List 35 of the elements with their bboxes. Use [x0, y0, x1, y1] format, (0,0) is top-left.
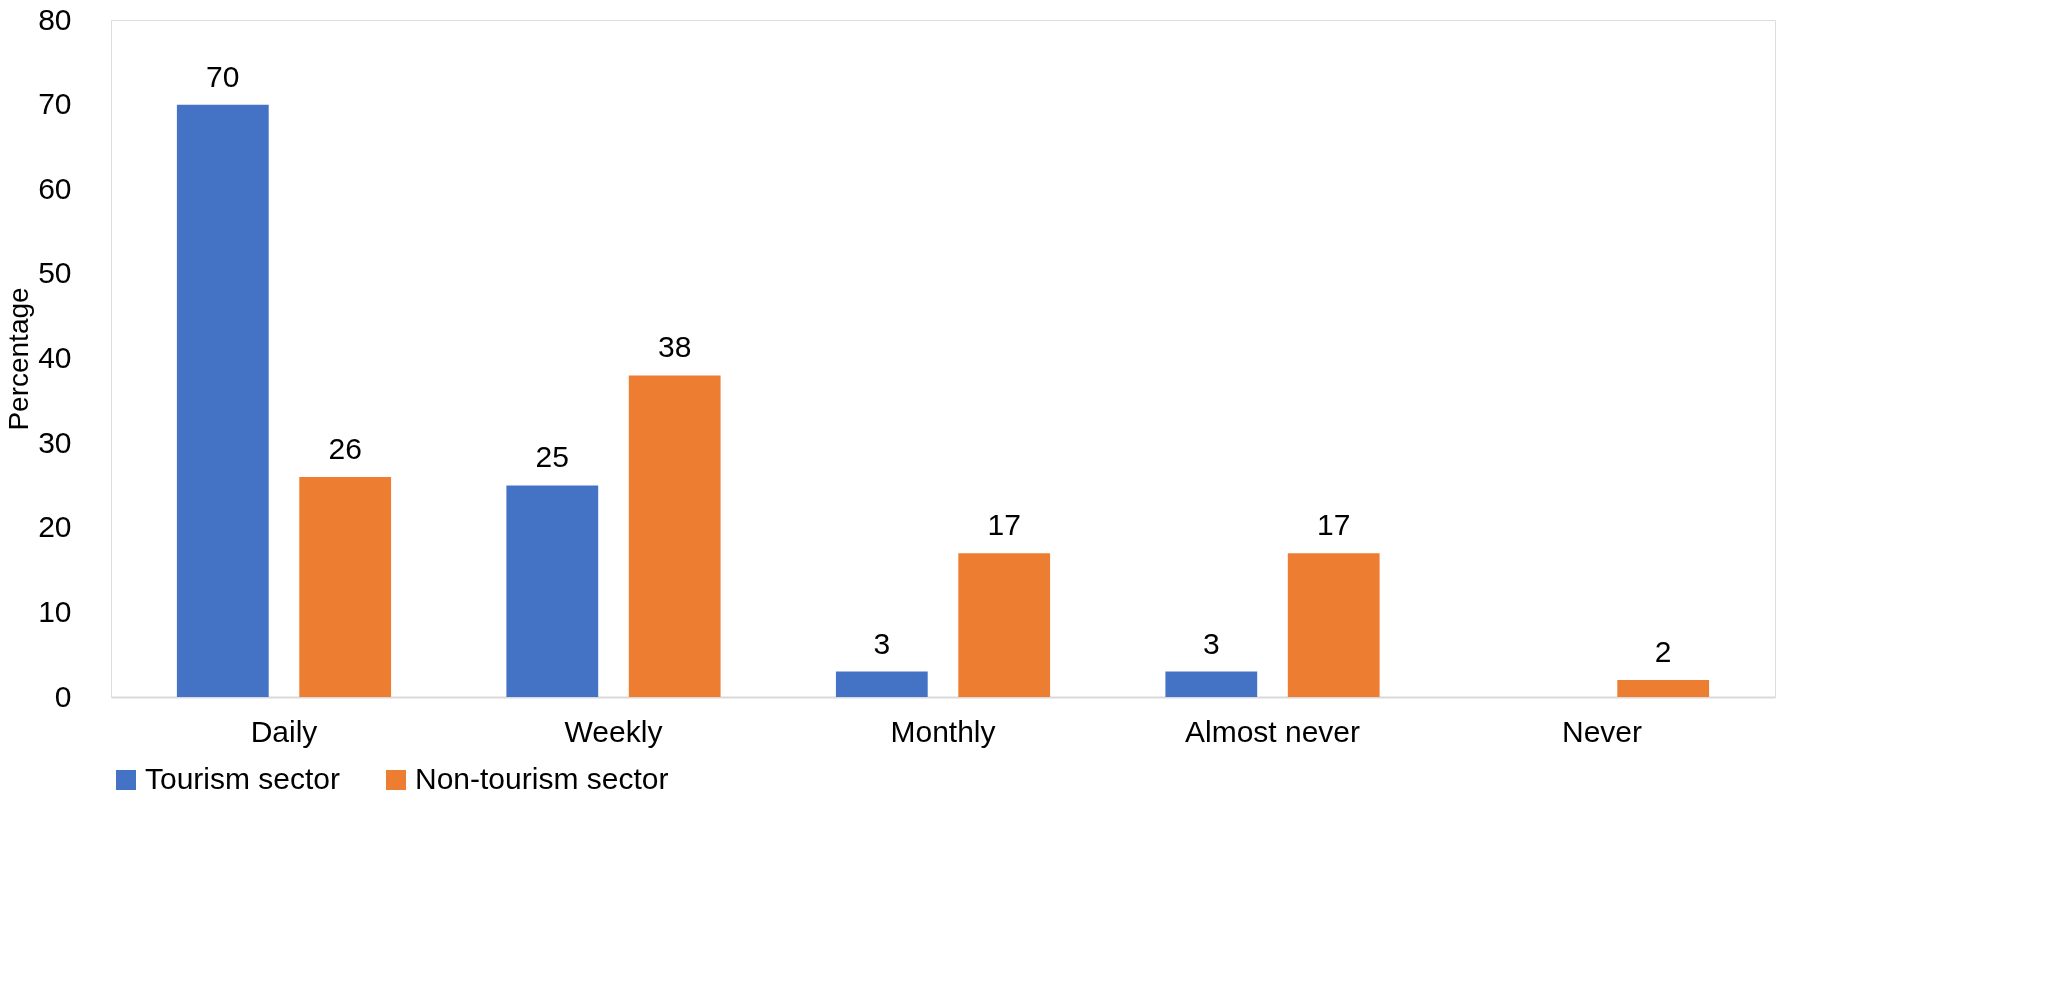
y-tick-label: 40 — [38, 341, 72, 374]
y-tick-label: 70 — [38, 87, 72, 121]
x-tick-label: Daily — [250, 714, 318, 748]
bar — [628, 375, 721, 697]
data-label: 3 — [1202, 626, 1220, 660]
x-tick-label: Weekly — [564, 714, 663, 748]
data-label: 2 — [1654, 635, 1672, 669]
data-label: 26 — [328, 431, 362, 465]
y-axis-title: Percentage — [3, 287, 35, 431]
y-tick-label: 20 — [38, 510, 72, 544]
bar — [176, 104, 269, 697]
data-label: 3 — [873, 626, 891, 660]
y-tick-label: 0 — [54, 679, 72, 713]
data-label: 38 — [658, 330, 692, 364]
x-tick-label: Almost never — [1184, 714, 1361, 748]
legend-label: Non-tourism sector — [415, 762, 669, 795]
data-label: 17 — [987, 508, 1021, 542]
data-label: 25 — [535, 440, 569, 474]
bar — [506, 485, 599, 697]
bar — [1165, 671, 1258, 697]
bar — [835, 671, 928, 697]
bar — [299, 476, 392, 697]
bar — [958, 553, 1051, 697]
bar — [1287, 553, 1380, 697]
y-tick-label: 10 — [38, 594, 72, 628]
data-label: 70 — [206, 59, 240, 93]
y-tick-label: 60 — [38, 171, 72, 205]
x-tick-label: Monthly — [890, 714, 996, 748]
y-tick-label: 30 — [38, 425, 72, 459]
y-tick-label: 50 — [38, 256, 72, 290]
legend-label: Tourism sector — [145, 762, 341, 795]
bar — [1617, 680, 1710, 697]
x-tick-label: Never — [1561, 714, 1643, 748]
data-label: 17 — [1317, 508, 1351, 542]
y-tick-label: 80 — [38, 2, 72, 36]
